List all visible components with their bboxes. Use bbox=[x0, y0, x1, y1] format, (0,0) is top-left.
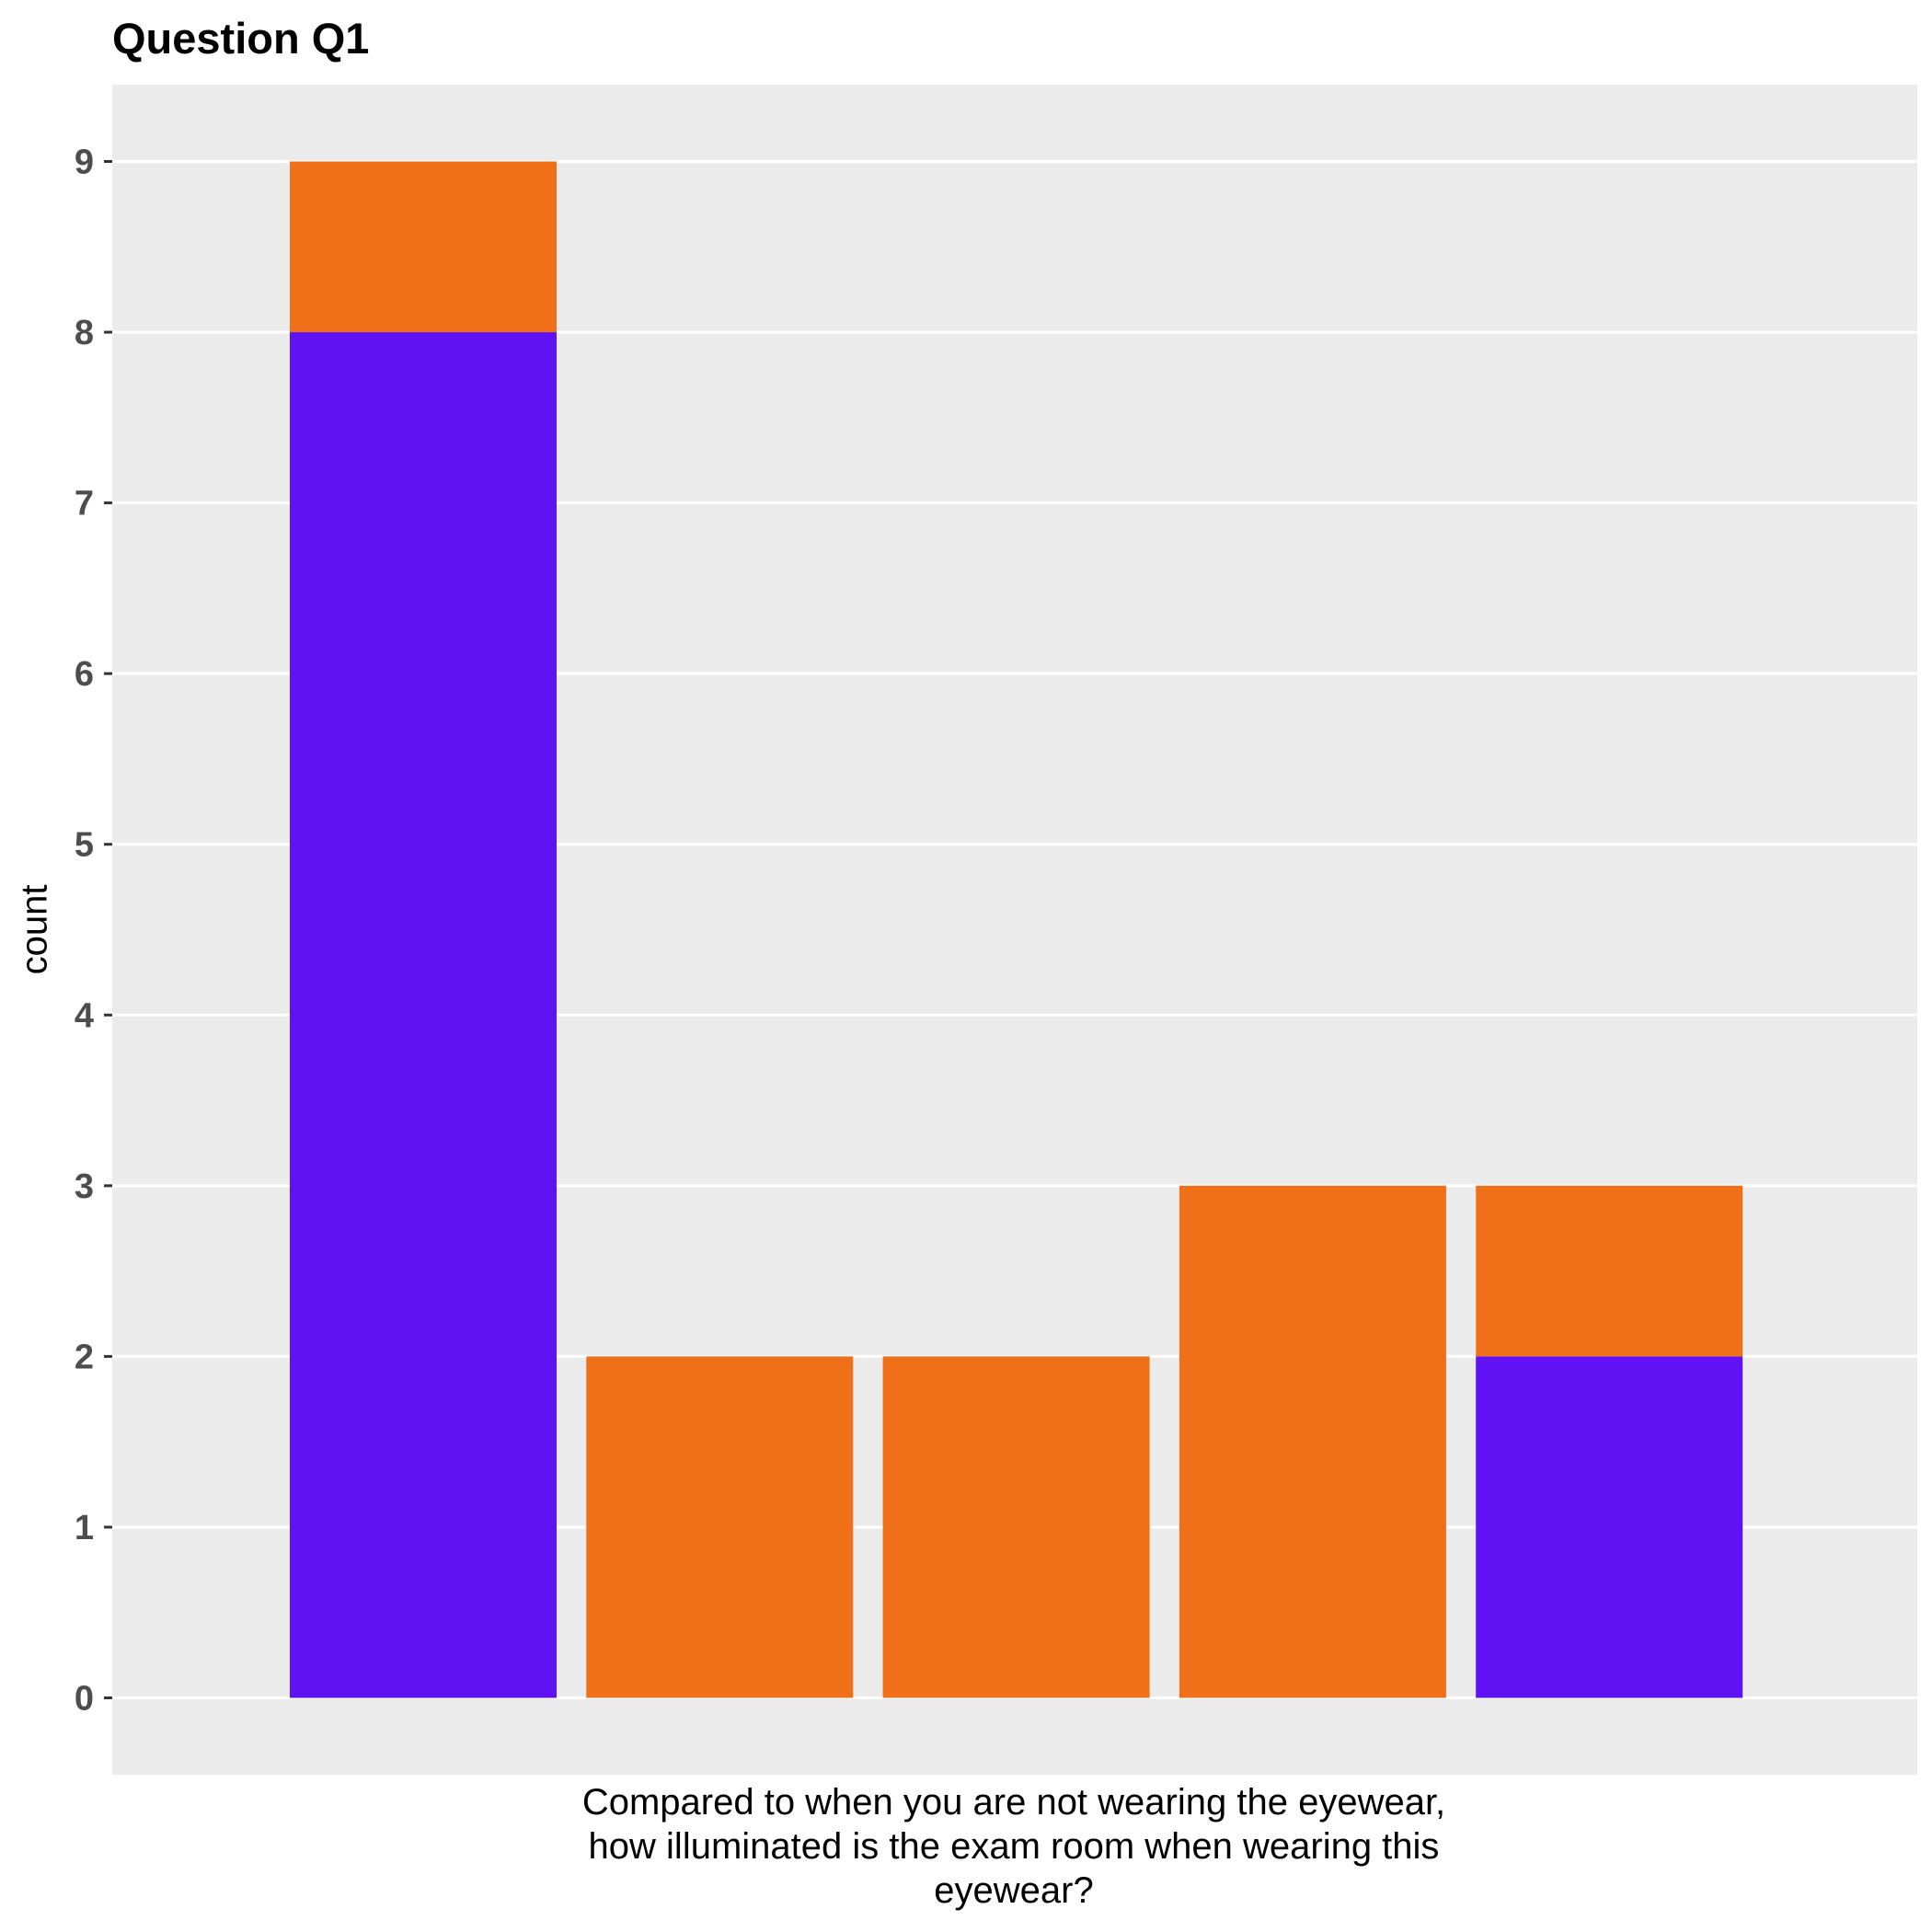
y-tick-label: 7 bbox=[75, 485, 94, 523]
y-axis-title: count bbox=[15, 885, 55, 975]
bar-segment bbox=[882, 1356, 1150, 1698]
y-tick-label: 0 bbox=[75, 1680, 94, 1719]
bars bbox=[290, 161, 1743, 1698]
bar-segment bbox=[586, 1356, 854, 1698]
bar-segment bbox=[1476, 1356, 1743, 1698]
y-tick-label: 9 bbox=[75, 144, 94, 182]
y-tick-label: 8 bbox=[75, 314, 94, 352]
bar-segment bbox=[1179, 1185, 1446, 1698]
bar-segment bbox=[290, 161, 557, 333]
y-tick-label: 3 bbox=[75, 1167, 94, 1206]
y-tick-label: 5 bbox=[75, 826, 94, 865]
y-tick-label: 4 bbox=[75, 996, 94, 1035]
chart-title: Question Q1 bbox=[112, 14, 370, 63]
y-tick-label: 1 bbox=[75, 1509, 94, 1547]
bar-segment bbox=[290, 332, 557, 1698]
bar-segment bbox=[1476, 1185, 1743, 1357]
y-axis: 0 1 2 3 4 5 6 7 8 9 bbox=[75, 144, 112, 1719]
y-tick-label: 6 bbox=[75, 655, 94, 694]
x-axis-title: Compared to when you are not wearing the… bbox=[582, 1782, 1445, 1911]
y-tick-label: 2 bbox=[75, 1338, 94, 1376]
